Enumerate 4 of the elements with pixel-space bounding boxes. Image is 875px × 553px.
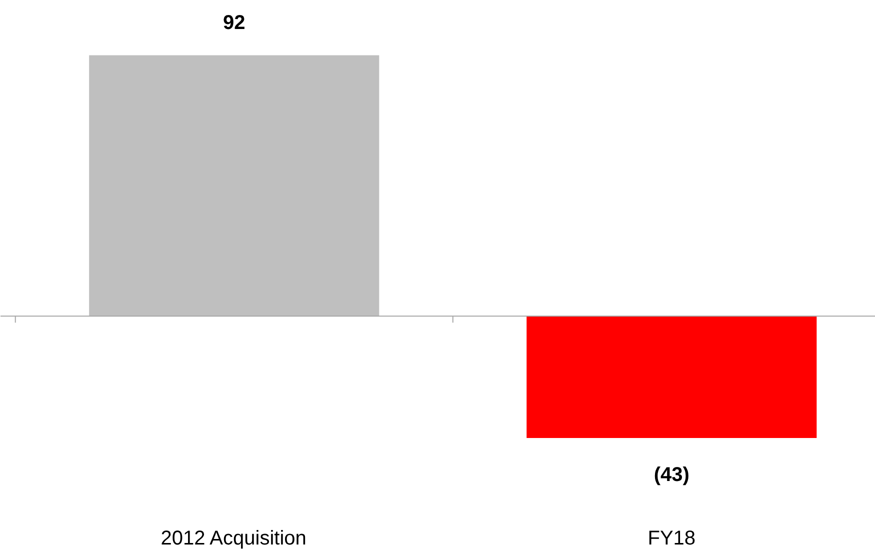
- data-label: (43): [654, 464, 690, 486]
- x-tick-label: FY18: [648, 528, 696, 550]
- x-tick-label: 2012 Acquisition: [160, 528, 306, 550]
- data-label: 92: [223, 12, 246, 34]
